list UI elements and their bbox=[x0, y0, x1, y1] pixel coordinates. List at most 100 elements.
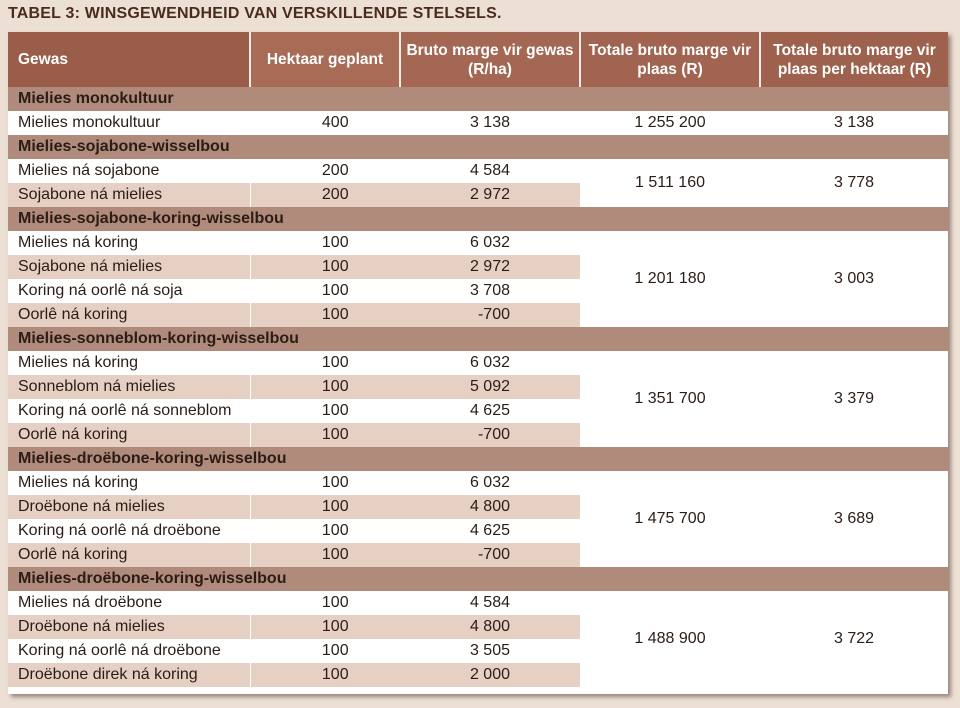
hectares-cell: 100 bbox=[250, 279, 400, 303]
gross-margin-cell: 6 032 bbox=[400, 231, 580, 255]
crop-cell: Sojabone ná mielies bbox=[8, 255, 251, 279]
crop-cell: Droëbone direk ná koring bbox=[8, 663, 251, 687]
table-row: Mielies ná droëbone 100 4 584 1 488 900 3 72… bbox=[8, 591, 948, 687]
hectares-cell: 100 bbox=[250, 351, 400, 375]
column-header-gross-margin: Bruto marge vir gewas (R/ha) bbox=[400, 32, 581, 87]
table-row: Oorlê ná koring 100 -700 bbox=[8, 543, 948, 567]
total-per-ha-cell: 3 778 bbox=[760, 159, 948, 207]
crop-cell: Mielies ná koring bbox=[8, 231, 251, 255]
total-farm-cell: 1 201 180 bbox=[580, 231, 760, 327]
hectares-cell: 100 bbox=[250, 663, 400, 687]
table-row: Mielies ná sojabone 200 4 584 1 511 160 3 77… bbox=[8, 159, 948, 207]
total-farm-cell: 1 475 700 bbox=[580, 471, 760, 567]
table-row: Droëbone ná mielies 100 4 800 bbox=[8, 615, 948, 639]
total-farm-cell: 1 488 900 bbox=[580, 591, 760, 687]
profitability-table: Gewas Hektaar geplant Bruto marge vir ge… bbox=[8, 32, 948, 687]
total-per-ha-cell: 3 138 bbox=[760, 111, 948, 135]
gross-margin-cell: 4 800 bbox=[400, 615, 580, 639]
table-row: Koring ná oorlê ná sonneblom 100 4 625 bbox=[8, 399, 948, 423]
gross-margin-cell: -700 bbox=[400, 303, 580, 327]
hectares-cell: 400 bbox=[250, 111, 400, 135]
hectares-cell: 100 bbox=[250, 471, 400, 495]
hectares-cell: 100 bbox=[250, 519, 400, 543]
hectares-cell: 200 bbox=[250, 183, 400, 207]
table-row: Koring ná oorlê ná soja 100 3 708 bbox=[8, 279, 948, 303]
table-row: Mielies ná koring 100 6 032 1 475 700 3 689 bbox=[8, 471, 948, 567]
crop-cell: Sojabone ná mielies bbox=[8, 183, 251, 207]
table-row: Oorlê ná koring 100 -700 bbox=[8, 423, 948, 447]
table-row: Sojabone ná mielies 200 2 972 bbox=[8, 183, 948, 207]
section-row: Mielies-droëbone-koring-wisselbou bbox=[8, 567, 948, 591]
crop-cell: Sonneblom ná mielies bbox=[8, 375, 251, 399]
crop-cell: Oorlê ná koring bbox=[8, 543, 251, 567]
gross-margin-cell: 4 800 bbox=[400, 495, 580, 519]
gross-margin-cell: -700 bbox=[400, 543, 580, 567]
section-row: Mielies-sonneblom-koring-wisselbou bbox=[8, 327, 948, 351]
section-row: Mielies-droëbone-koring-wisselbou bbox=[8, 447, 948, 471]
total-farm-cell: 1 255 200 bbox=[580, 111, 760, 135]
table-row: Droëbone ná mielies 100 4 800 bbox=[8, 495, 948, 519]
table-body: Mielies monokultuur Mielies monokultuur 40… bbox=[8, 87, 948, 687]
table-header-row: Gewas Hektaar geplant Bruto marge vir ge… bbox=[8, 32, 948, 87]
total-farm-cell: 1 351 700 bbox=[580, 351, 760, 447]
section-label: Mielies-droëbone-koring-wisselbou bbox=[8, 567, 948, 591]
section-row: Mielies-sojabone-koring-wisselbou bbox=[8, 207, 948, 231]
column-header-total-per-ha: Totale bruto marge vir plaas per hektaar… bbox=[760, 32, 948, 87]
gross-margin-cell: 4 584 bbox=[400, 591, 580, 615]
gross-margin-cell: 2 000 bbox=[400, 663, 580, 687]
gross-margin-cell: 3 138 bbox=[400, 111, 580, 135]
profitability-table-frame: Gewas Hektaar geplant Bruto marge vir ge… bbox=[8, 32, 948, 694]
gross-margin-cell: 2 972 bbox=[400, 183, 580, 207]
table-row: Koring ná oorlê ná droëbone 100 4 625 bbox=[8, 519, 948, 543]
table-row: Mielies monokultuur 400 3 138 1 255 200 3 13… bbox=[8, 111, 948, 135]
section-row: Mielies-sojabone-wisselbou bbox=[8, 135, 948, 159]
section-label: Mielies-sonneblom-koring-wisselbou bbox=[8, 327, 948, 351]
gross-margin-cell: 6 032 bbox=[400, 351, 580, 375]
table-row: Oorlê ná koring 100 -700 bbox=[8, 303, 948, 327]
crop-cell: Mielies ná droëbone bbox=[8, 591, 251, 615]
total-per-ha-cell: 3 003 bbox=[760, 231, 948, 327]
gross-margin-cell: 4 625 bbox=[400, 399, 580, 423]
hectares-cell: 100 bbox=[250, 303, 400, 327]
table-row: Droëbone direk ná koring 100 2 000 bbox=[8, 663, 948, 687]
column-header-crop: Gewas bbox=[8, 32, 251, 87]
column-header-hectares: Hektaar geplant bbox=[250, 32, 401, 87]
hectares-cell: 100 bbox=[250, 591, 400, 615]
table-row: Sojabone ná mielies 100 2 972 bbox=[8, 255, 948, 279]
crop-cell: Oorlê ná koring bbox=[8, 303, 251, 327]
gross-margin-cell: -700 bbox=[400, 423, 580, 447]
gross-margin-cell: 2 972 bbox=[400, 255, 580, 279]
hectares-cell: 200 bbox=[250, 159, 400, 183]
gross-margin-cell: 4 625 bbox=[400, 519, 580, 543]
hectares-cell: 100 bbox=[250, 255, 400, 279]
gross-margin-cell: 5 092 bbox=[400, 375, 580, 399]
total-per-ha-cell: 3 689 bbox=[760, 471, 948, 567]
gross-margin-cell: 3 505 bbox=[400, 639, 580, 663]
total-per-ha-cell: 3 722 bbox=[760, 591, 948, 687]
hectares-cell: 100 bbox=[250, 399, 400, 423]
crop-cell: Koring ná oorlê ná sonneblom bbox=[8, 399, 251, 423]
table-row: Koring ná oorlê ná droëbone 100 3 505 bbox=[8, 639, 948, 663]
crop-cell: Droëbone ná mielies bbox=[8, 615, 251, 639]
column-header-total-farm: Totale bruto marge vir plaas (R) bbox=[580, 32, 761, 87]
total-per-ha-cell: 3 379 bbox=[760, 351, 948, 447]
section-label: Mielies-sojabone-wisselbou bbox=[8, 135, 948, 159]
hectares-cell: 100 bbox=[250, 639, 400, 663]
crop-cell: Mielies ná koring bbox=[8, 471, 251, 495]
section-row: Mielies monokultuur bbox=[8, 87, 948, 111]
gross-margin-cell: 4 584 bbox=[400, 159, 580, 183]
section-label: Mielies-sojabone-koring-wisselbou bbox=[8, 207, 948, 231]
hectares-cell: 100 bbox=[250, 231, 400, 255]
section-label: Mielies-droëbone-koring-wisselbou bbox=[8, 447, 948, 471]
hectares-cell: 100 bbox=[250, 495, 400, 519]
table-row: Mielies ná koring 100 6 032 1 201 180 3 003 bbox=[8, 231, 948, 327]
table-row: Mielies ná koring 100 6 032 1 351 700 3 379 bbox=[8, 351, 948, 447]
total-farm-cell: 1 511 160 bbox=[580, 159, 760, 207]
crop-cell: Droëbone ná mielies bbox=[8, 495, 251, 519]
crop-cell: Mielies ná koring bbox=[8, 351, 251, 375]
hectares-cell: 100 bbox=[250, 543, 400, 567]
table-row: Sonneblom ná mielies 100 5 092 bbox=[8, 375, 948, 399]
gross-margin-cell: 3 708 bbox=[400, 279, 580, 303]
crop-cell: Koring ná oorlê ná droëbone bbox=[8, 639, 251, 663]
section-label: Mielies monokultuur bbox=[8, 87, 948, 111]
